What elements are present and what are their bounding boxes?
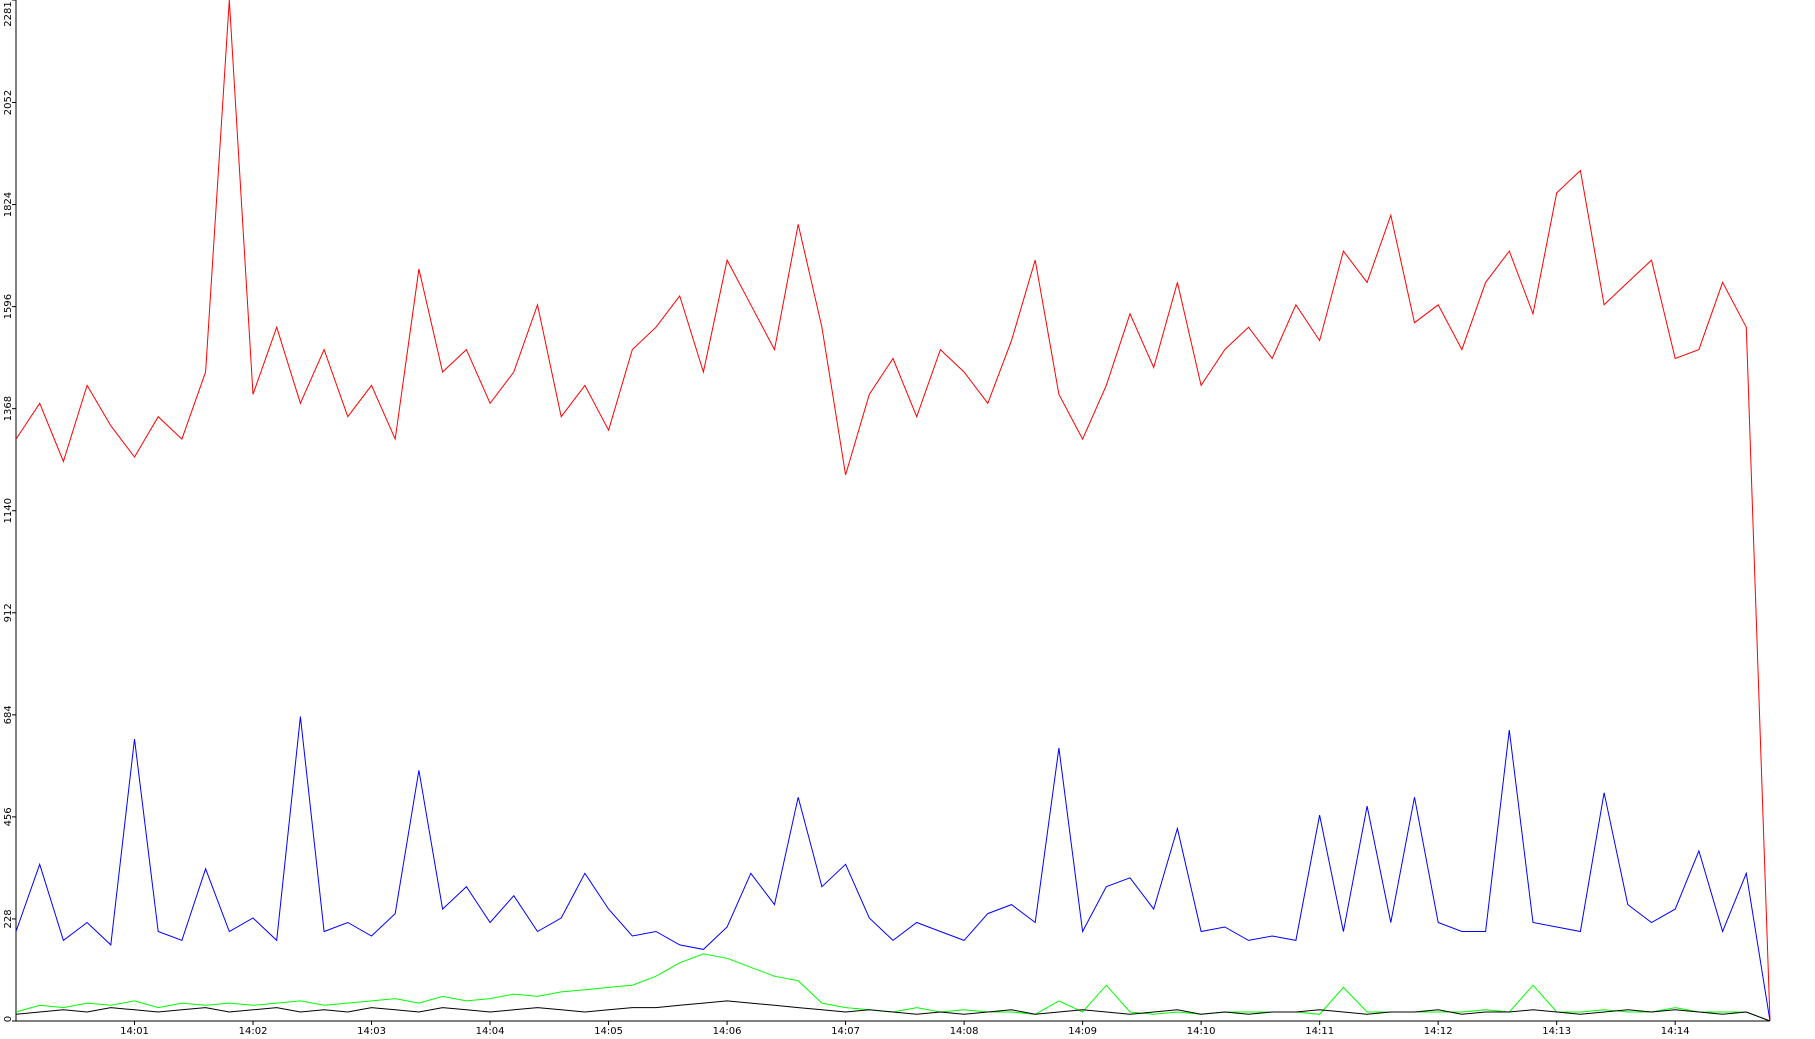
series-line [15, 716, 1771, 1022]
x-tick-label: 14:13 [1542, 1026, 1571, 1037]
y-tick-label: 684 [3, 705, 14, 724]
y-tick-label: 2052 [3, 90, 14, 115]
x-tick-label: 14:02 [239, 1026, 268, 1037]
y-tick-label: 1368 [3, 396, 14, 421]
x-tick-label: 14:07 [831, 1026, 860, 1037]
y-tick-label: 1140 [3, 498, 14, 523]
y-tick-label: 228 [3, 909, 14, 928]
x-tick-label: 14:06 [713, 1026, 742, 1037]
y-tick-label: 456 [3, 807, 14, 826]
x-tick-label: 14:05 [594, 1026, 623, 1037]
y-tick-label: 0 [3, 1016, 14, 1022]
x-tick-label: 14:08 [950, 1026, 979, 1037]
x-tick-label: 14:10 [1187, 1026, 1216, 1037]
x-tick-label: 14:12 [1424, 1026, 1453, 1037]
y-tick-label: 2281 [3, 1, 14, 26]
x-tick-label: 14:14 [1661, 1026, 1690, 1037]
y-tick-label: 1596 [3, 294, 14, 319]
x-tick-label: 14:11 [1305, 1026, 1334, 1037]
x-tick-label: 14:01 [120, 1026, 149, 1037]
x-tick-label: 14:04 [476, 1026, 505, 1037]
y-tick-label: 912 [3, 603, 14, 622]
x-tick-label: 14:09 [1068, 1026, 1097, 1037]
series-line [15, 0, 1771, 1022]
series-line [15, 1000, 1771, 1022]
x-tick-label: 14:03 [357, 1026, 386, 1037]
y-tick-label: 1824 [3, 192, 14, 217]
